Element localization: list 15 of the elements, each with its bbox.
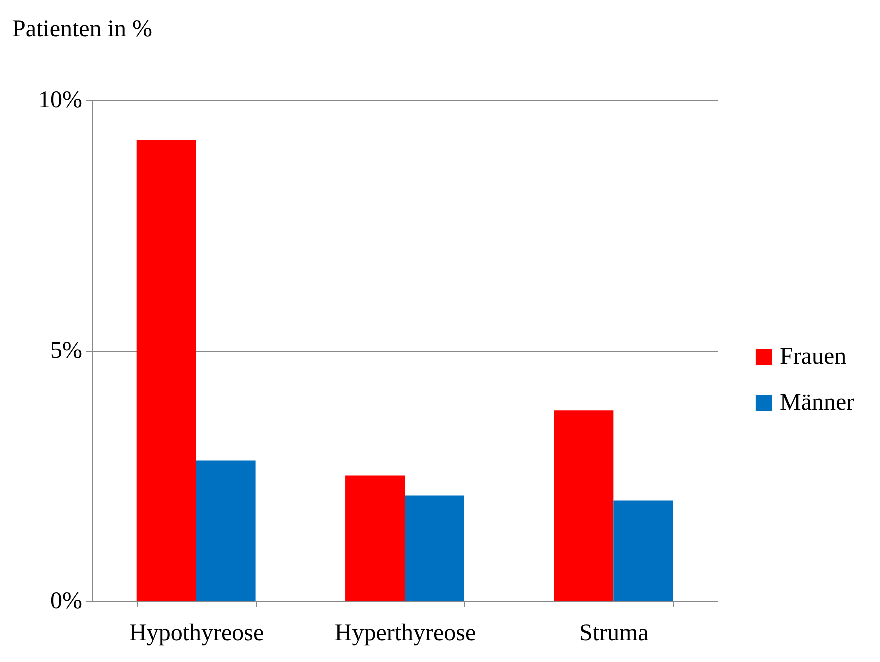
y-tick-label: 10%: [38, 88, 82, 114]
bar: [136, 140, 196, 601]
x-tick-label: Hypothyreose: [130, 620, 264, 646]
legend-label: Männer: [780, 390, 855, 416]
bar: [614, 500, 674, 601]
bar: [346, 476, 405, 601]
bar: [554, 410, 614, 601]
y-tick-label: 5%: [50, 338, 82, 364]
legend-label: Frauen: [780, 344, 847, 370]
x-tick-label: Hyperthyreose: [334, 620, 476, 646]
y-tick-label: 0%: [50, 588, 82, 614]
y-axis-title: Patienten in %: [12, 16, 152, 42]
bar: [405, 496, 464, 601]
x-tick-label: Struma: [580, 620, 650, 646]
bar: [196, 460, 256, 601]
